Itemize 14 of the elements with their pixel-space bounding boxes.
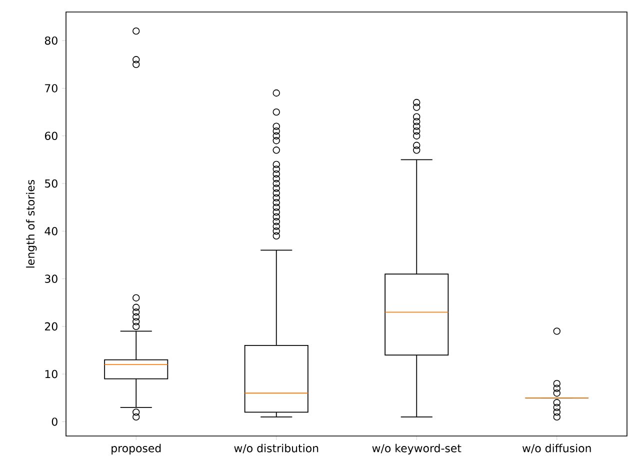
y-tick-label: 20: [45, 322, 58, 331]
y-tick-label: 50: [45, 179, 58, 188]
y-tick-label: 80: [44, 36, 58, 45]
y-tick-label: 30: [45, 274, 58, 283]
y-tick-label: 0: [52, 418, 58, 426]
y-tick-label: 10: [45, 370, 58, 378]
x-tick-label: w/o diffusion: [522, 444, 591, 454]
x-tick-label: proposed: [112, 444, 161, 454]
x-tick-label: w/o keyword-set: [372, 444, 462, 454]
y-axis-title: length of stories: [26, 180, 37, 268]
y-tick-label: 40: [44, 227, 58, 236]
x-tick-label: w/o distribution: [234, 444, 318, 454]
y-tick-label: 70: [45, 84, 58, 92]
y-tick-label: 60: [44, 132, 58, 140]
